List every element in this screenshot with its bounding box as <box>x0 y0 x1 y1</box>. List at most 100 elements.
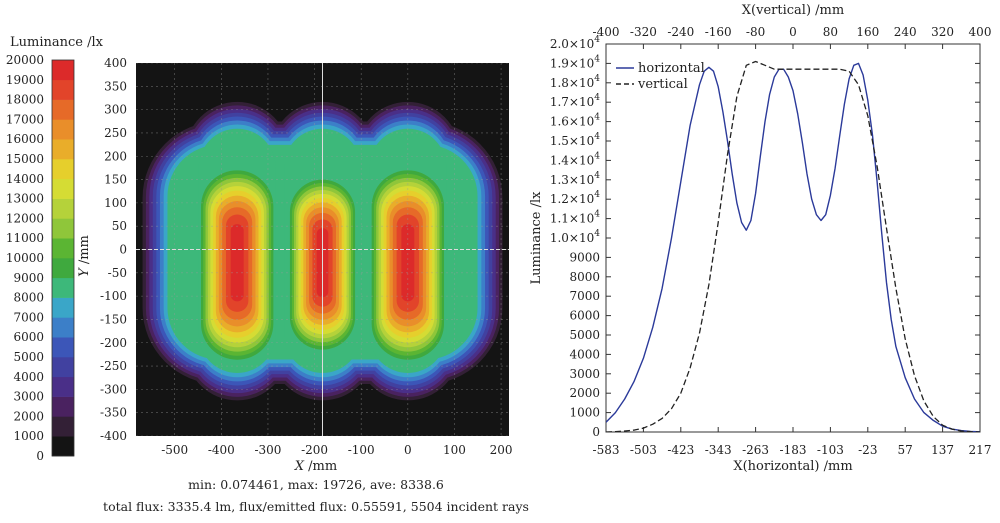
contour-spot <box>230 224 244 302</box>
colorbar-tick-label: 9000 <box>13 271 44 285</box>
heatmap-x-tick-label: -300 <box>254 443 281 457</box>
y-tick-label: 1.0×104 <box>550 229 600 245</box>
heatmap-x-tick-label: 100 <box>443 443 466 457</box>
heatmap-x-tick-label: -500 <box>161 443 188 457</box>
heatmap-y-ticks: 400 350 300 250 200 150 100 50 0 -50 -100 -150 -200 -… <box>100 56 127 443</box>
y-tick-label: 2.0×104 <box>550 35 600 51</box>
top-tick-label: 80 <box>823 25 838 39</box>
heatmap-y-tick-label: 300 <box>104 103 127 117</box>
y-tick-label: 0 <box>592 425 600 439</box>
heatmap-x-ticks: -500 -400 -300 -200 -100 0 100 200 <box>161 443 512 457</box>
colorbar-tick-label: 11000 <box>6 231 44 245</box>
colorbar-swatch <box>52 198 74 219</box>
colorbar-swatch <box>52 317 74 338</box>
top-tick-label: 240 <box>894 25 917 39</box>
heatmap-y-tick-label: -300 <box>100 382 127 396</box>
heatmap-x-tick-label: 0 <box>404 443 412 457</box>
top-tick-label: 0 <box>789 25 797 39</box>
colorbar-swatch <box>52 416 74 437</box>
colorbar-tick-label: 3000 <box>13 390 44 404</box>
legend-label-vertical: vertical <box>637 77 688 92</box>
colorbar-swatch <box>52 238 74 259</box>
heatmap-y-tick-label: -400 <box>100 429 127 443</box>
heatmap-x-tick-label: -400 <box>208 443 235 457</box>
y-tick-label: 4000 <box>569 347 600 361</box>
colorbar-swatch <box>52 119 74 140</box>
heatmap-x-tick-label: 200 <box>490 443 513 457</box>
y-tick-label: 1.8×104 <box>550 74 600 90</box>
colorbar-tick-label: 18000 <box>6 93 44 107</box>
heatmap-y-tick-label: -100 <box>100 289 127 303</box>
heatmap-panel: 400 350 300 250 200 150 100 50 0 -50 -100 -150 -200 -… <box>77 56 529 514</box>
colorbar-tick-label: 17000 <box>6 112 44 126</box>
heatmap-y-tick-label: 400 <box>104 56 127 70</box>
line-plot-ticks: -583 -503 -423 -343 -263 -183 -103 -23 57 137 217 -… <box>550 25 992 457</box>
colorbar-swatch <box>52 218 74 239</box>
colorbar-tick-label: 0 <box>36 449 44 463</box>
colorbar-labels: 0 1000 2000 3000 4000 5000 6000 7000 8000 9000 100… <box>6 53 44 463</box>
line-plot-x-axis-label-top: X(vertical) /mm <box>742 3 844 18</box>
heatmap-x-tick-label: -100 <box>348 443 375 457</box>
contour-spot <box>401 224 415 302</box>
bottom-tick-label: 137 <box>931 443 954 457</box>
heatmap-crosshair <box>136 63 509 436</box>
heatmap-y-tick-label: 50 <box>112 219 127 233</box>
y-tick-label: 1.7×104 <box>550 93 600 109</box>
heatmap-y-tick-label: -50 <box>108 266 127 280</box>
colorbar-tick-label: 14000 <box>6 172 44 186</box>
colorbar-tick-label: 16000 <box>6 132 44 146</box>
y-tick-label: 6000 <box>569 309 600 323</box>
colorbar-swatch <box>52 436 74 457</box>
top-tick-label: -80 <box>746 25 765 39</box>
top-tick-label: 320 <box>931 25 954 39</box>
colorbar-tick-label: 13000 <box>6 192 44 206</box>
top-tick-label: -320 <box>630 25 657 39</box>
heatmap-y-tick-label: -150 <box>100 312 127 326</box>
colorbar-swatch <box>52 357 74 378</box>
bottom-tick-label: -183 <box>780 443 807 457</box>
y-tick-label: 1000 <box>569 406 600 420</box>
colorbar-swatch <box>52 99 74 120</box>
legend-label-horizontal: horizontal <box>638 61 705 76</box>
bottom-tick-label: -423 <box>667 443 694 457</box>
line-plot-x-axis-label-bottom: X(horizontal) /mm <box>733 459 852 474</box>
colorbar-tick-label: 5000 <box>13 350 44 364</box>
stats-line-1: min: 0.074461, max: 19726, ave: 8338.6 <box>188 477 444 492</box>
colorbar-swatch <box>52 337 74 358</box>
colorbar-swatch <box>52 139 74 160</box>
colorbar-swatch <box>52 178 74 199</box>
y-tick-label: 1.1×104 <box>550 210 600 226</box>
series-line-horizontal <box>606 62 980 432</box>
stats-line-2: total flux: 3335.4 lm, flux/emitted flux… <box>103 499 529 514</box>
heatmap-y-tick-label: 150 <box>104 173 127 187</box>
line-plot-y-axis-label: Luminance /lx <box>529 191 544 285</box>
line-plot-frame <box>605 43 981 433</box>
y-tick-label: 9000 <box>569 250 600 264</box>
bottom-tick-label: -23 <box>858 443 877 457</box>
y-tick-label: 2000 <box>569 386 600 400</box>
top-tick-label: -240 <box>667 25 694 39</box>
colorbar-frame <box>51 59 75 457</box>
colorbar-tick-label: 20000 <box>6 53 44 67</box>
y-tick-label: 1.3×104 <box>550 171 600 187</box>
heatmap-y-tick-label: 100 <box>104 196 127 210</box>
bottom-tick-label: -503 <box>630 443 657 457</box>
bottom-tick-label: 217 <box>969 443 992 457</box>
bottom-tick-label: 57 <box>898 443 913 457</box>
colorbar-swatch <box>52 297 74 318</box>
y-tick-label: 1.4×104 <box>550 151 600 167</box>
line-plot-panel: -583 -503 -423 -343 -263 -183 -103 -23 57 137 217 -… <box>529 3 991 474</box>
heatmap-y-tick-label: -200 <box>100 336 127 350</box>
colorbar-swatch <box>52 376 74 397</box>
y-tick-label: 1.6×104 <box>550 113 600 129</box>
bottom-tick-label: -103 <box>817 443 844 457</box>
heatmap-y-tick-label: 0 <box>119 243 127 257</box>
y-tick-label: 8000 <box>569 270 600 284</box>
heatmap-y-tick-label: 250 <box>104 126 127 140</box>
heatmap-y-tick-label: 200 <box>104 149 127 163</box>
colorbar-tick-label: 12000 <box>6 211 44 225</box>
heatmap-y-tick-label: 350 <box>104 79 127 93</box>
colorbar-tick-label: 2000 <box>13 409 44 423</box>
y-tick-label: 7000 <box>569 289 600 303</box>
